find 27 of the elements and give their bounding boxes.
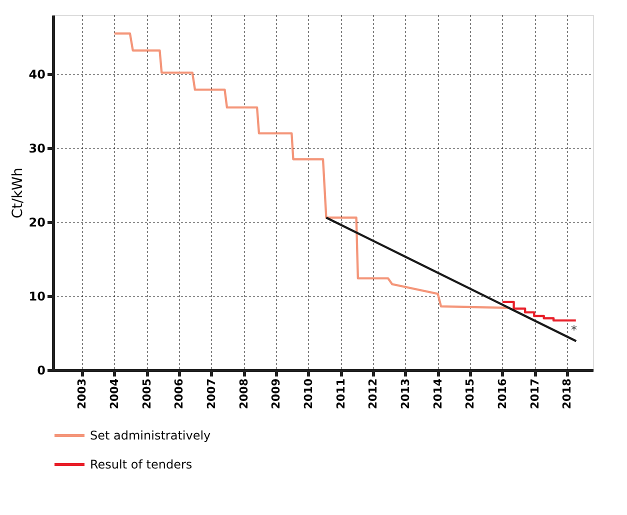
line-series bbox=[113, 32, 511, 309]
y-axis-title: Ct/kWh bbox=[10, 168, 26, 218]
x-tick-label: 2005 bbox=[140, 378, 154, 410]
y-tick-label: 10 bbox=[28, 290, 46, 304]
x-tick-label: 2017 bbox=[528, 378, 542, 410]
annotation: * bbox=[571, 323, 577, 337]
y-tick-label: 40 bbox=[28, 68, 46, 82]
y-tick-label: 20 bbox=[28, 216, 46, 230]
x-tick-label: 2006 bbox=[172, 378, 186, 410]
line-series bbox=[501, 300, 577, 322]
legend-label: Set administratively bbox=[90, 428, 211, 442]
legend-label: Result of tenders bbox=[90, 458, 192, 472]
x-tick-label: 2010 bbox=[302, 378, 315, 410]
x-tick-label: 2009 bbox=[270, 378, 283, 410]
y-tick-label: 0 bbox=[37, 364, 46, 378]
x-tick-label: 2011 bbox=[334, 378, 348, 410]
x-tick-label: 2004 bbox=[108, 378, 121, 410]
x-tick-label: 2003 bbox=[76, 378, 89, 410]
y-tick-label: 30 bbox=[28, 142, 46, 156]
x-tick-label: 2013 bbox=[398, 378, 412, 410]
x-tick-label: 2008 bbox=[237, 378, 250, 410]
x-tick-label: 2014 bbox=[431, 378, 444, 410]
x-tick-label: 2012 bbox=[366, 378, 380, 410]
x-tick-label: 2016 bbox=[496, 378, 509, 410]
x-tick-label: 2018 bbox=[560, 378, 574, 410]
x-tick-label: 2007 bbox=[204, 378, 218, 410]
x-tick-label: 2015 bbox=[464, 378, 477, 410]
